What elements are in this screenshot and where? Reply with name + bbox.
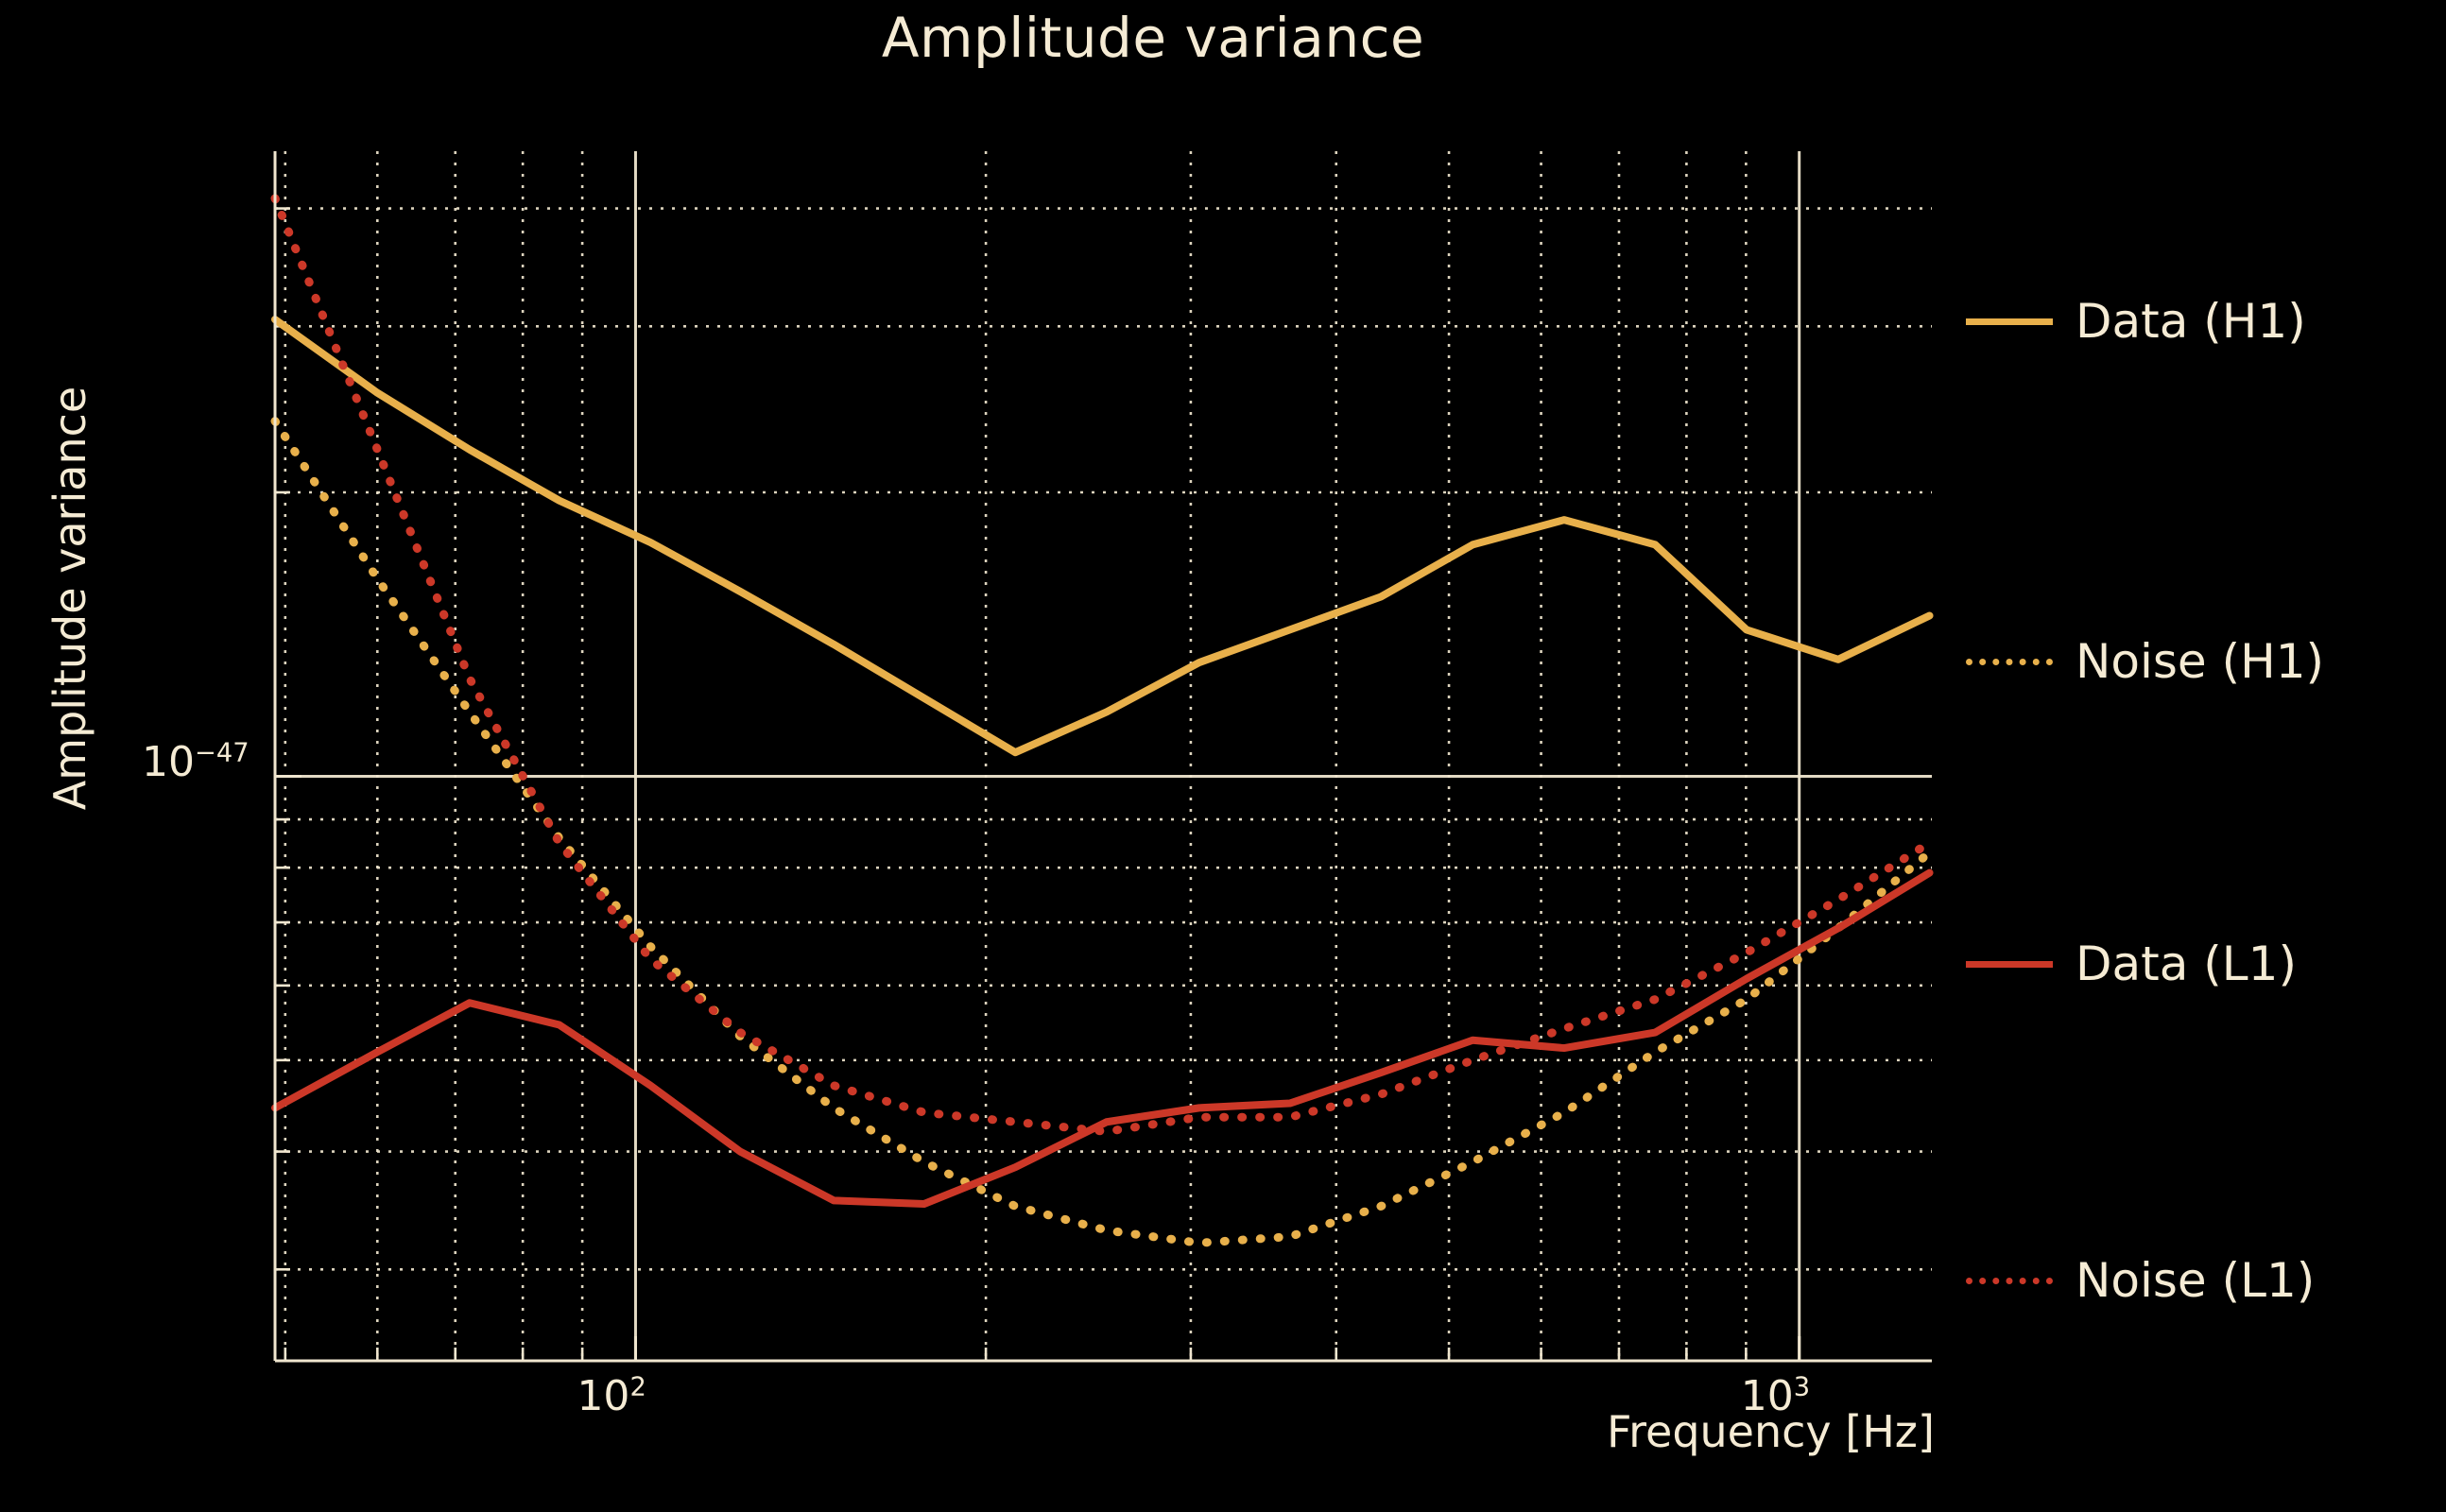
- x-tick-label-1e3: 103: [1740, 1372, 1811, 1420]
- series-line-noise-l1: [270, 194, 1935, 1136]
- y-axis-label: Amplitude variance: [44, 386, 95, 811]
- series-layer: [270, 194, 1935, 1247]
- legend-swatch-solid-line-icon: [1966, 960, 2053, 968]
- legend-label: Data (L1): [2076, 936, 2297, 991]
- x-axis-label: Frequency [Hz]: [1607, 1406, 1935, 1457]
- grid-layer: [275, 151, 1932, 1361]
- series-line-data-h1: [271, 316, 1934, 757]
- axis-frame: [273, 151, 1932, 1363]
- legend-label: Data (H1): [2076, 294, 2306, 349]
- y-tick-label-1e-47: 10−47: [142, 738, 250, 787]
- legend-swatch-dotted-line-icon: [1966, 658, 2053, 665]
- legend-item-noise-l1[interactable]: Noise (L1): [1966, 1252, 2315, 1309]
- legend-item-noise-h1[interactable]: Noise (H1): [1966, 633, 2324, 690]
- legend-item-data-l1[interactable]: Data (L1): [1966, 936, 2297, 992]
- legend: Data (H1) Noise (H1) Data (L1) Noise (L1): [1966, 142, 2438, 1361]
- legend-swatch-solid-line-icon: [1966, 318, 2053, 325]
- series-line-data-l1: [271, 868, 1934, 1208]
- legend-swatch-dotted-line-icon: [1966, 1277, 2053, 1284]
- tick-layer: [275, 207, 1801, 1361]
- x-tick-label-1e2: 102: [577, 1372, 646, 1420]
- page-title: Amplitude variance: [881, 6, 1425, 70]
- legend-item-data-h1[interactable]: Data (H1): [1966, 293, 2306, 350]
- legend-label: Noise (H1): [2076, 634, 2325, 689]
- legend-label: Noise (L1): [2076, 1253, 2316, 1308]
